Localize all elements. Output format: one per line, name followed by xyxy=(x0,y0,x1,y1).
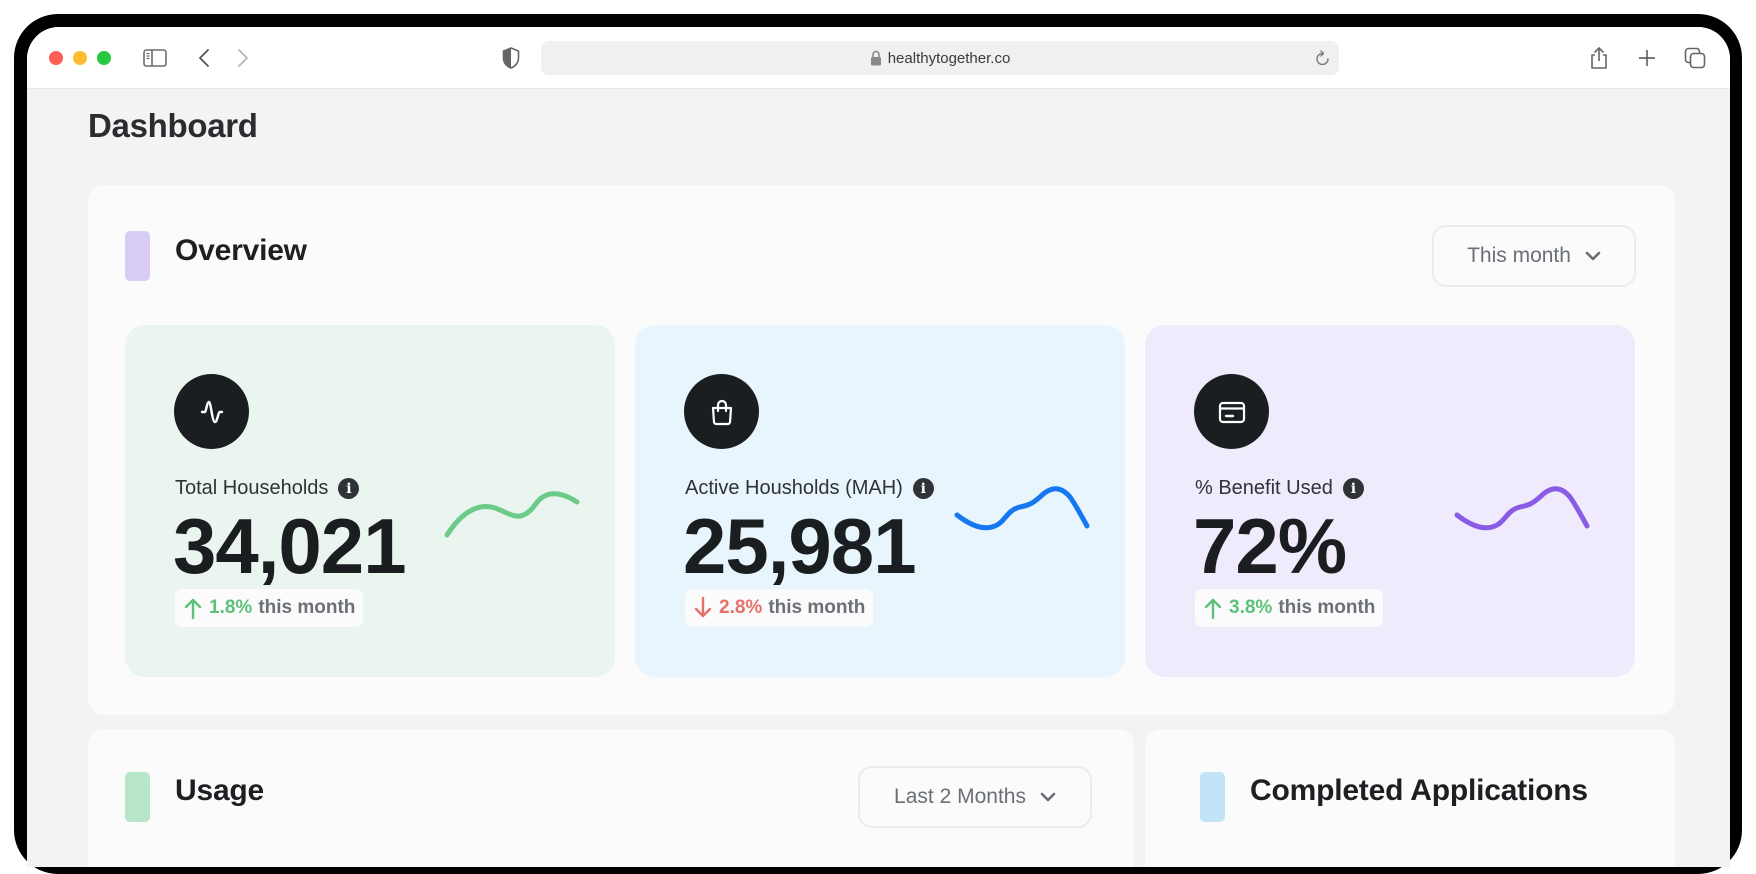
sparkline-chart xyxy=(1454,486,1590,531)
completed-applications-marker xyxy=(1200,772,1225,822)
overview-marker xyxy=(125,231,150,281)
browser-window: healthytogether.co Dashboard Overview Th… xyxy=(27,27,1730,867)
arrow-down-icon xyxy=(694,596,712,618)
info-icon[interactable]: i xyxy=(338,478,360,499)
stat-label: % Benefit Used i xyxy=(1195,477,1364,500)
new-tab-icon[interactable] xyxy=(1633,44,1661,72)
stat-label: Total Households i xyxy=(175,477,360,500)
info-icon[interactable]: i xyxy=(912,478,934,499)
delta-suffix: this month xyxy=(768,597,866,618)
arrow-up-icon xyxy=(184,598,202,620)
forward-icon[interactable] xyxy=(229,44,257,72)
stat-value: 25,981 xyxy=(683,502,917,590)
shield-icon[interactable] xyxy=(497,44,525,72)
usage-period-dropdown[interactable]: Last 2 Months xyxy=(858,766,1092,828)
stat-value: 72% xyxy=(1193,502,1347,590)
address-bar[interactable]: healthytogether.co xyxy=(541,41,1339,75)
page-content: Dashboard Overview This month Total Hous… xyxy=(27,89,1730,867)
stat-delta: 3.8% this month xyxy=(1195,589,1384,627)
dropdown-value: Last 2 Months xyxy=(894,785,1026,808)
stat-delta: 1.8% this month xyxy=(175,589,364,627)
url-text: healthytogether.co xyxy=(887,49,1011,67)
page-title: Dashboard xyxy=(88,107,258,144)
arrow-up-icon xyxy=(1204,598,1222,620)
delta-suffix: this month xyxy=(1278,597,1376,618)
lock-icon xyxy=(870,50,881,66)
stat-card-benefit-used: % Benefit Used i 72% 3.8% this month xyxy=(1145,325,1635,677)
usage-panel: Usage Last 2 Months xyxy=(88,729,1134,867)
completed-applications-panel: Completed Applications xyxy=(1145,729,1675,867)
delta-value: 2.8% xyxy=(719,597,763,618)
overview-period-dropdown[interactable]: This month xyxy=(1432,225,1636,287)
chevron-down-icon xyxy=(1040,792,1056,802)
stat-card-total-households: Total Households i 34,021 1.8% this mont… xyxy=(125,325,615,677)
stat-delta: 2.8% this month xyxy=(685,589,874,627)
delta-value: 1.8% xyxy=(209,597,253,618)
stat-label: Active Housholds (MAH) i xyxy=(685,477,934,500)
activity-icon xyxy=(174,374,249,449)
dropdown-value: This month xyxy=(1467,244,1571,267)
stat-value: 34,021 xyxy=(173,502,407,590)
zoom-window-button[interactable] xyxy=(97,51,111,65)
usage-marker xyxy=(125,772,150,822)
info-icon[interactable]: i xyxy=(1342,478,1364,499)
completed-applications-title: Completed Applications xyxy=(1250,774,1588,807)
overview-title: Overview xyxy=(175,234,307,267)
share-icon[interactable] xyxy=(1585,44,1613,72)
minimize-window-button[interactable] xyxy=(73,51,87,65)
delta-value: 3.8% xyxy=(1229,597,1273,618)
tabs-overview-icon[interactable] xyxy=(1681,44,1709,72)
credit-card-icon xyxy=(1194,374,1269,449)
back-icon[interactable] xyxy=(190,44,218,72)
reload-icon[interactable] xyxy=(1315,49,1331,72)
sidebar-icon[interactable] xyxy=(141,44,169,72)
delta-suffix: this month xyxy=(258,597,356,618)
chevron-down-icon xyxy=(1585,251,1601,261)
close-window-button[interactable] xyxy=(49,51,63,65)
overview-panel: Overview This month Total Households i 3… xyxy=(88,185,1675,715)
usage-title: Usage xyxy=(175,774,265,807)
sparkline-chart xyxy=(444,491,580,538)
shopping-bag-icon xyxy=(684,374,759,449)
sparkline-chart xyxy=(954,486,1090,531)
browser-toolbar: healthytogether.co xyxy=(27,27,1730,89)
stat-card-active-households: Active Housholds (MAH) i 25,981 2.8% thi… xyxy=(635,325,1125,677)
